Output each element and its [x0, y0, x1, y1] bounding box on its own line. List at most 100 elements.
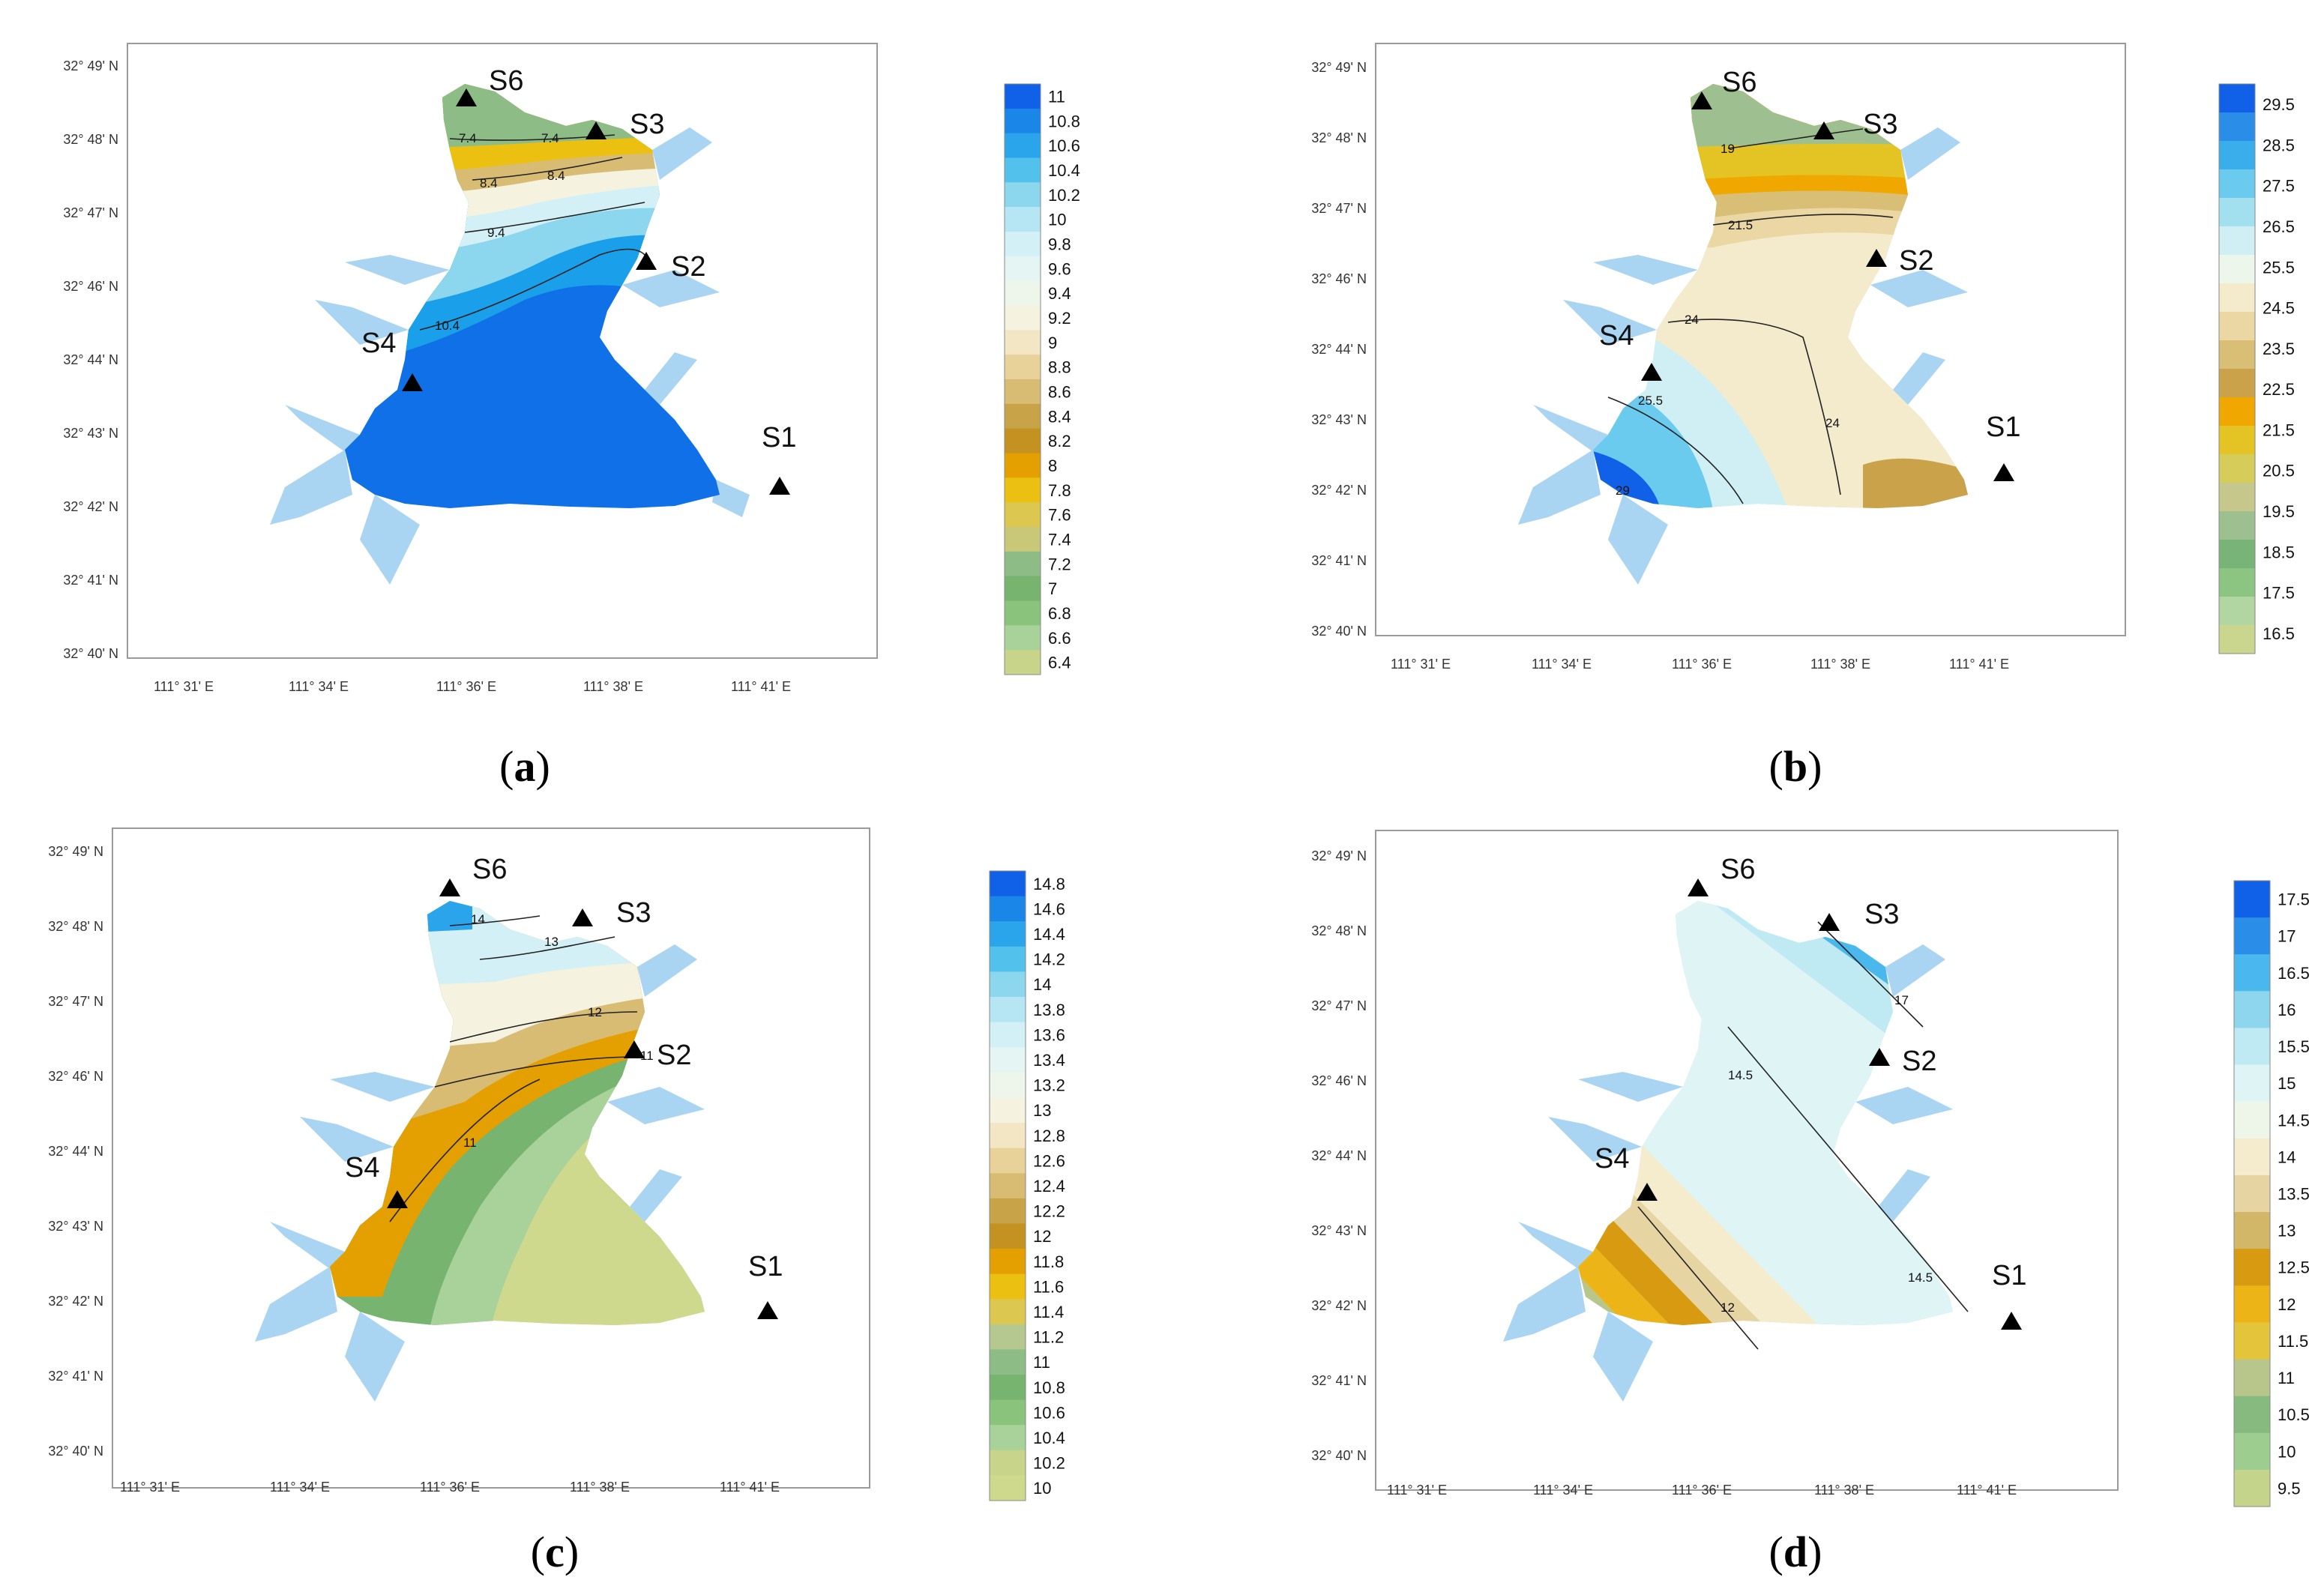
legend-tick-label: 9.5	[2278, 1479, 2301, 1498]
contour-label: 8.4	[547, 169, 565, 183]
legend-tick-label: 10.2	[1033, 1454, 1065, 1473]
legend-tick-label: 16.5	[2263, 624, 2295, 643]
legend-swatch	[2219, 597, 2255, 626]
legend-tick-label: 12.6	[1033, 1151, 1065, 1170]
concentration-bands	[1578, 901, 1953, 1325]
legend-tick-label: 29.5	[2263, 95, 2295, 114]
x-tick: 111° 34' E	[1533, 1483, 1593, 1498]
legend-swatch	[2219, 112, 2255, 142]
y-tick: 32° 43' N	[1311, 1223, 1367, 1238]
y-axis-ticks: 32° 49' N 32° 48' N 32° 47' N 32° 46' N …	[1311, 60, 1367, 639]
station-marker	[439, 878, 460, 896]
x-tick: 111° 36' E	[436, 679, 496, 694]
legend-swatch	[990, 1349, 1026, 1375]
station-marker	[1869, 1048, 1890, 1066]
legend-tick-label: 11.5	[2278, 1332, 2308, 1351]
y-tick: 32° 42' N	[48, 1294, 103, 1309]
station-marker	[769, 477, 790, 495]
legend-swatch	[2219, 483, 2255, 512]
legend-tick-label: 10.8	[1048, 112, 1080, 130]
x-tick: 111° 41' E	[731, 679, 791, 694]
y-tick: 32° 49' N	[1311, 60, 1367, 75]
station-label-s3: S3	[1864, 899, 1899, 930]
legend-swatch	[2234, 1359, 2270, 1397]
legend-swatch	[1005, 428, 1041, 453]
x-tick: 111° 38' E	[1814, 1483, 1874, 1498]
contour-label: 12	[1721, 1300, 1735, 1315]
legend-tick-label: 27.5	[2263, 177, 2295, 196]
legend-swatch	[990, 871, 1026, 897]
legend-tick-label: 6.8	[1048, 604, 1071, 623]
y-tick: 32° 42' N	[1311, 483, 1367, 498]
map-frame	[127, 43, 878, 659]
legend-swatch	[1005, 527, 1041, 552]
legend-tick-label: 11	[1033, 1353, 1050, 1372]
station-label-s4: S4	[361, 328, 396, 359]
legend-tick-label: 12	[1033, 1227, 1051, 1246]
y-tick: 32° 43' N	[48, 1219, 103, 1234]
legend-swatch	[2234, 1396, 2270, 1434]
legend-swatch	[990, 1425, 1026, 1451]
x-axis-ticks: 111° 31' E 111° 34' E 111° 36' E 111° 38…	[1391, 657, 2009, 672]
legend-swatch	[1005, 108, 1041, 134]
concentration-bands	[330, 901, 705, 1325]
stations: S6 S3 S2 S4 S1	[1599, 67, 2020, 481]
y-tick: 32° 41' N	[1311, 1373, 1367, 1388]
y-tick: 32° 48' N	[48, 919, 103, 934]
legend-swatch	[1005, 207, 1041, 232]
legend-tick-label: 20.5	[2263, 462, 2295, 480]
y-tick: 32° 46' N	[1311, 271, 1367, 286]
legend-swatch	[2219, 625, 2255, 654]
legend-swatch	[990, 1249, 1026, 1275]
contour-label: 19	[1721, 142, 1735, 156]
legend-tick-label: 10	[1033, 1479, 1051, 1498]
station-marker	[1993, 463, 2014, 481]
legend-tick-label: 8.4	[1048, 407, 1071, 426]
legend-tick-label: 8.2	[1048, 432, 1071, 450]
legend-tick-label: 25.5	[2263, 258, 2295, 277]
station-marker	[585, 121, 606, 139]
legend-swatch	[2219, 511, 2255, 540]
legend-tick-label: 10.2	[1048, 186, 1080, 205]
legend-swatch	[2219, 426, 2255, 455]
y-tick: 32° 44' N	[63, 352, 118, 367]
station-label-s1: S1	[1992, 1260, 2026, 1291]
x-tick: 111° 31' E	[154, 679, 214, 694]
reservoir-water	[1503, 901, 1953, 1402]
station-marker	[1688, 878, 1709, 896]
y-tick: 32° 44' N	[1311, 1148, 1367, 1163]
y-tick: 32° 47' N	[1311, 998, 1367, 1013]
legend-tick-label: 13.6	[1033, 1025, 1065, 1044]
legend-swatch	[2219, 369, 2255, 398]
y-tick: 32° 46' N	[63, 279, 118, 294]
legend-swatch	[2234, 881, 2270, 918]
station-label-s1: S1	[748, 1251, 783, 1282]
legend-swatch	[1005, 355, 1041, 380]
y-tick: 32° 40' N	[63, 646, 118, 661]
legend-swatch	[1005, 182, 1041, 208]
panel-a: 7.4 7.4 8.4 8.4 9.4 10.4 S6 S3 S2 S4 S1 …	[63, 43, 1080, 791]
legend-swatch	[1005, 576, 1041, 601]
legend-swatch	[990, 921, 1026, 947]
y-tick: 32° 42' N	[1311, 1298, 1367, 1313]
legend-tick-label: 8.8	[1048, 358, 1071, 377]
station-marker	[456, 88, 477, 106]
station-label-s4: S4	[345, 1152, 379, 1184]
y-tick: 32° 47' N	[48, 994, 103, 1009]
legend-swatch	[2219, 454, 2255, 483]
legend-tick-label: 11.4	[1033, 1303, 1064, 1321]
contour-labels: 14 13 12 11 11	[463, 912, 654, 1150]
x-tick: 111° 31' E	[1391, 657, 1451, 672]
legend-swatch	[2234, 1101, 2270, 1139]
legend-swatch	[990, 1324, 1026, 1350]
station-marker	[1691, 91, 1712, 109]
legend-tick-label: 13.4	[1033, 1051, 1065, 1070]
legend-swatch	[990, 1097, 1026, 1124]
contour-label: 25.5	[1638, 394, 1663, 408]
reservoir-water	[1518, 84, 1968, 585]
y-tick: 32° 48' N	[63, 132, 118, 147]
legend-swatch	[990, 1123, 1026, 1149]
station-marker	[1819, 913, 1840, 931]
station-marker	[624, 1040, 645, 1058]
